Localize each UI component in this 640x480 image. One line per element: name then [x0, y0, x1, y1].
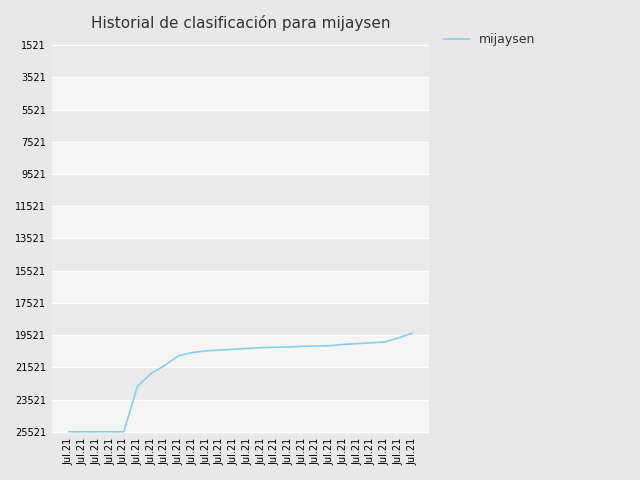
mijaysen	[381, 339, 388, 345]
mijaysen	[394, 335, 402, 341]
mijaysen	[79, 429, 86, 434]
mijaysen	[257, 345, 265, 350]
Bar	[52, 399, 429, 432]
mijaysen	[189, 349, 196, 355]
Bar	[52, 206, 429, 239]
Bar	[52, 77, 429, 109]
mijaysen	[367, 340, 374, 346]
mijaysen	[353, 341, 361, 347]
mijaysen	[408, 330, 416, 336]
Bar	[52, 367, 429, 399]
mijaysen	[147, 371, 155, 376]
mijaysen	[312, 343, 320, 349]
Bar	[52, 45, 429, 77]
Bar	[52, 271, 429, 303]
Legend: mijaysen: mijaysen	[439, 28, 541, 51]
Bar	[52, 142, 429, 174]
mijaysen	[202, 348, 210, 354]
Title: Historial de clasificación para mijaysen: Historial de clasificación para mijaysen	[91, 15, 390, 31]
mijaysen	[92, 429, 100, 434]
mijaysen	[65, 429, 73, 434]
mijaysen	[326, 343, 333, 348]
mijaysen	[106, 429, 114, 434]
Line: mijaysen: mijaysen	[69, 333, 412, 432]
mijaysen	[161, 362, 169, 368]
mijaysen	[120, 429, 127, 434]
Bar	[52, 335, 429, 367]
mijaysen	[216, 347, 224, 353]
mijaysen	[134, 384, 141, 389]
Bar	[52, 303, 429, 335]
mijaysen	[243, 346, 251, 351]
mijaysen	[271, 345, 278, 350]
mijaysen	[340, 342, 348, 348]
mijaysen	[298, 344, 306, 349]
mijaysen	[230, 347, 237, 352]
Bar	[52, 174, 429, 206]
Bar	[52, 109, 429, 142]
Bar	[52, 239, 429, 271]
mijaysen	[285, 344, 292, 350]
mijaysen	[175, 353, 182, 359]
